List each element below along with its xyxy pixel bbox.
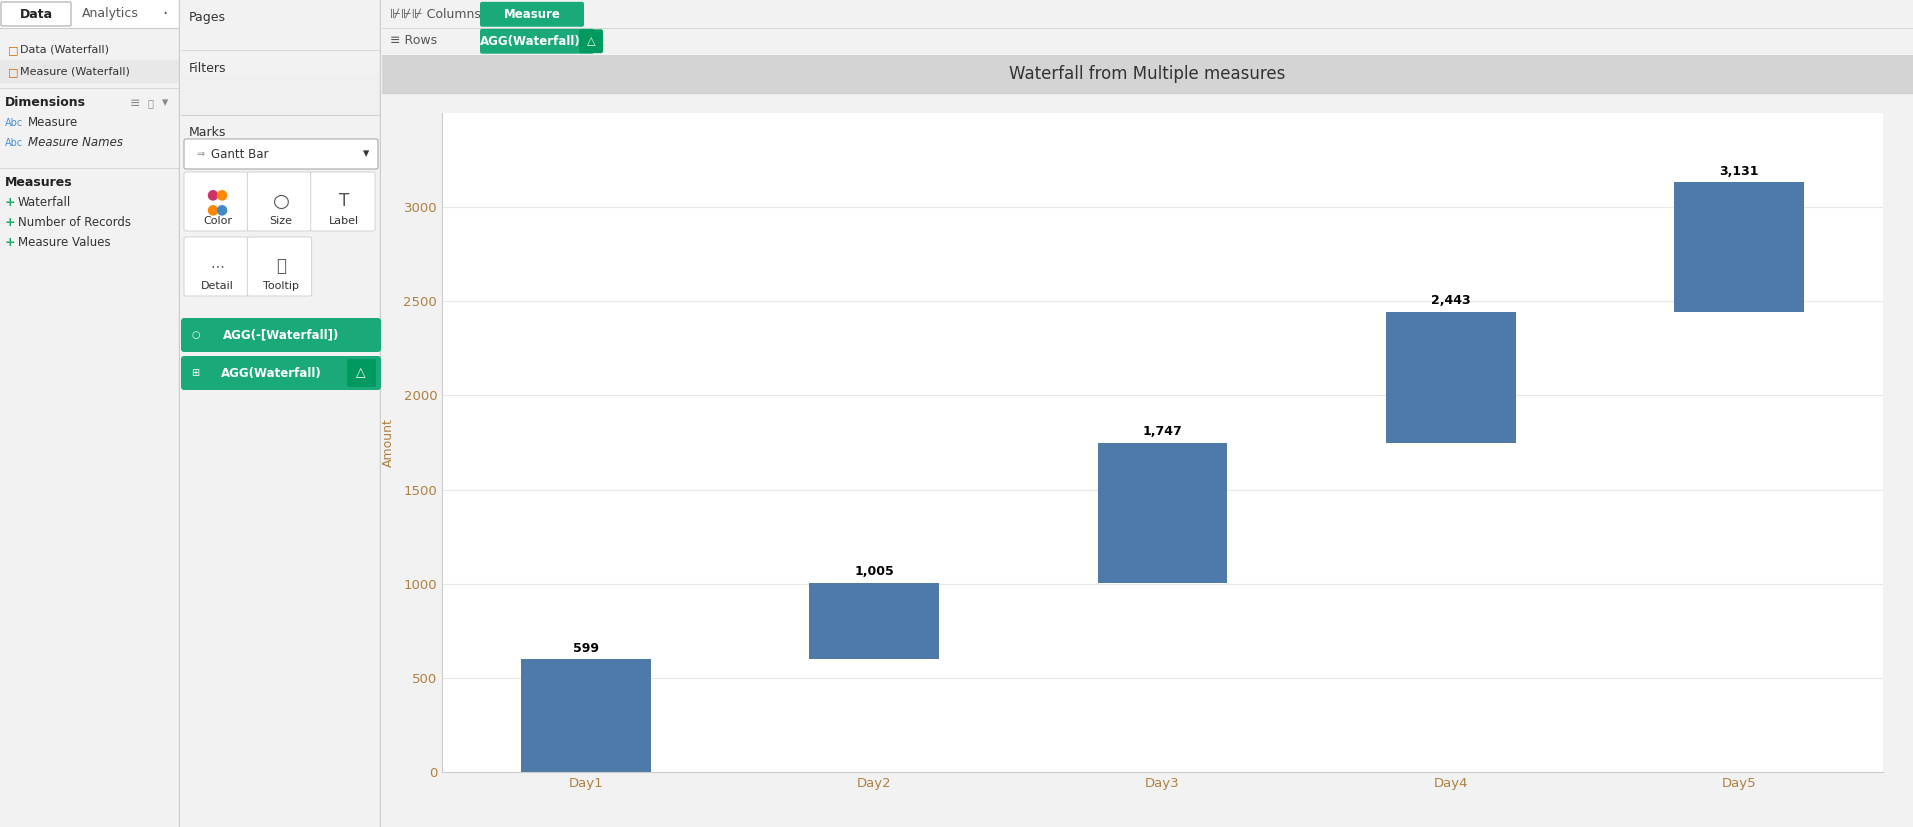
Text: ⎕: ⎕ (275, 257, 287, 275)
Bar (383, 55, 1913, 93)
FancyBboxPatch shape (480, 29, 595, 54)
Text: ⋯: ⋯ (210, 259, 224, 273)
Text: Tooltip: Tooltip (262, 281, 298, 291)
Bar (182, 75, 381, 115)
FancyBboxPatch shape (182, 318, 381, 352)
Text: AGG(Waterfall): AGG(Waterfall) (480, 35, 580, 48)
Text: ≡ Rows: ≡ Rows (390, 34, 438, 47)
Bar (1098, 443, 1228, 583)
Text: ●: ● (207, 202, 218, 216)
Text: 1,005: 1,005 (855, 565, 893, 578)
FancyBboxPatch shape (247, 237, 312, 296)
FancyBboxPatch shape (310, 172, 375, 231)
Text: Filters: Filters (189, 61, 226, 74)
Text: ●: ● (216, 187, 228, 201)
Text: Waterfall from Multiple measures: Waterfall from Multiple measures (1010, 65, 1286, 83)
Text: ·: · (163, 5, 168, 23)
Text: Abc: Abc (6, 138, 23, 148)
Text: Pages: Pages (189, 12, 226, 25)
Text: AGG(Waterfall): AGG(Waterfall) (220, 366, 321, 380)
Text: ●: ● (207, 187, 218, 201)
Text: Measure Names: Measure Names (29, 136, 122, 150)
Text: AGG(-[Waterfall]): AGG(-[Waterfall]) (222, 328, 339, 342)
FancyBboxPatch shape (184, 139, 379, 169)
FancyBboxPatch shape (346, 359, 377, 387)
Text: Measure Values: Measure Values (17, 237, 111, 250)
Text: Size: Size (270, 216, 293, 226)
FancyBboxPatch shape (184, 172, 249, 231)
Text: Data (Waterfall): Data (Waterfall) (19, 45, 109, 55)
Bar (1385, 312, 1515, 443)
Text: Measure: Measure (29, 117, 78, 130)
Text: Data: Data (19, 7, 52, 21)
Text: Measure: Measure (503, 7, 561, 21)
Text: Waterfall: Waterfall (17, 197, 71, 209)
Text: □: □ (8, 45, 19, 55)
Text: △: △ (356, 366, 365, 380)
Text: 599: 599 (574, 642, 599, 654)
Text: 3,131: 3,131 (1720, 165, 1758, 178)
Bar (0, 60, 180, 82)
Text: □: □ (8, 67, 19, 77)
Text: 2,443: 2,443 (1431, 294, 1471, 308)
Text: ⊞: ⊞ (191, 368, 199, 378)
Text: Color: Color (203, 216, 231, 226)
Text: ○: ○ (191, 330, 199, 340)
Text: +: + (6, 237, 15, 250)
Text: ●: ● (216, 202, 228, 216)
Text: Number of Records: Number of Records (17, 217, 130, 230)
Text: Abc: Abc (6, 118, 23, 128)
Text: 🔍: 🔍 (147, 98, 153, 108)
FancyBboxPatch shape (184, 237, 249, 296)
Text: Gantt Bar: Gantt Bar (210, 147, 268, 160)
Text: ▾: ▾ (163, 97, 168, 109)
Bar (520, 659, 650, 772)
Bar (809, 583, 939, 659)
FancyBboxPatch shape (247, 172, 312, 231)
Text: T: T (339, 192, 350, 210)
Text: Marks: Marks (189, 127, 226, 140)
Bar (0, 0, 180, 28)
Text: ⇒: ⇒ (195, 149, 205, 159)
Text: Measure (Waterfall): Measure (Waterfall) (19, 67, 130, 77)
Y-axis label: Amount: Amount (383, 418, 396, 467)
Text: Analytics: Analytics (82, 7, 138, 21)
FancyBboxPatch shape (580, 29, 603, 53)
Text: ▾: ▾ (363, 147, 369, 160)
Text: ⊮⊮⊮ Columns: ⊮⊮⊮ Columns (390, 7, 480, 20)
Text: ≡: ≡ (130, 97, 140, 109)
Bar (1674, 183, 1804, 312)
Text: 1,747: 1,747 (1142, 425, 1182, 438)
Text: Detail: Detail (201, 281, 233, 291)
Text: △: △ (587, 36, 595, 46)
Text: ○: ○ (272, 192, 289, 211)
Text: +: + (6, 217, 15, 230)
Text: Label: Label (329, 216, 360, 226)
Text: Measures: Measures (6, 176, 73, 189)
Text: Dimensions: Dimensions (6, 97, 86, 109)
FancyBboxPatch shape (2, 2, 71, 26)
Text: +: + (6, 197, 15, 209)
FancyBboxPatch shape (182, 356, 381, 390)
FancyBboxPatch shape (480, 2, 583, 26)
